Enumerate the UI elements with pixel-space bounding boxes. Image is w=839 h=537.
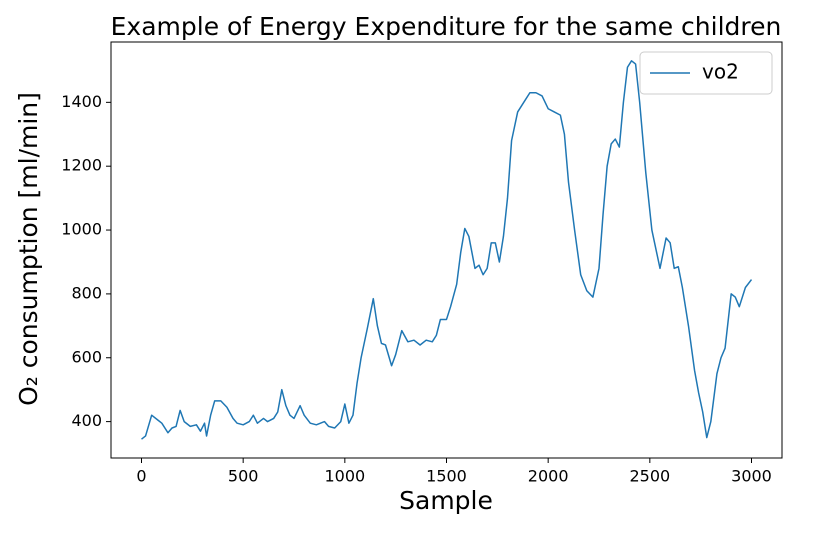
- x-axis-label: Sample: [399, 486, 493, 515]
- y-tick-label: 1400: [61, 92, 102, 111]
- x-tick-label: 2500: [629, 467, 670, 486]
- legend-box: [639, 51, 773, 95]
- legend-label: vo2: [702, 60, 739, 84]
- data-line: [141, 60, 753, 440]
- y-tick-label: 600: [71, 347, 102, 366]
- x-tick-label: 1500: [426, 467, 467, 486]
- x-tick-label: 2000: [528, 467, 569, 486]
- plot-frame: [110, 41, 783, 459]
- y-tick-label: 400: [71, 411, 102, 430]
- y-axis-label: O₂ consumption [ml/min]: [14, 92, 43, 406]
- y-tick-label: 1200: [61, 156, 102, 175]
- y-tick-label: 800: [71, 283, 102, 302]
- x-tick-label: 0: [136, 467, 146, 486]
- chart-title: Example of Energy Expenditure for the sa…: [111, 12, 782, 41]
- x-tick-label: 500: [228, 467, 259, 486]
- x-tick-label: 1000: [324, 467, 365, 486]
- x-tick-label: 3000: [731, 467, 772, 486]
- y-tick-label: 1000: [61, 220, 102, 239]
